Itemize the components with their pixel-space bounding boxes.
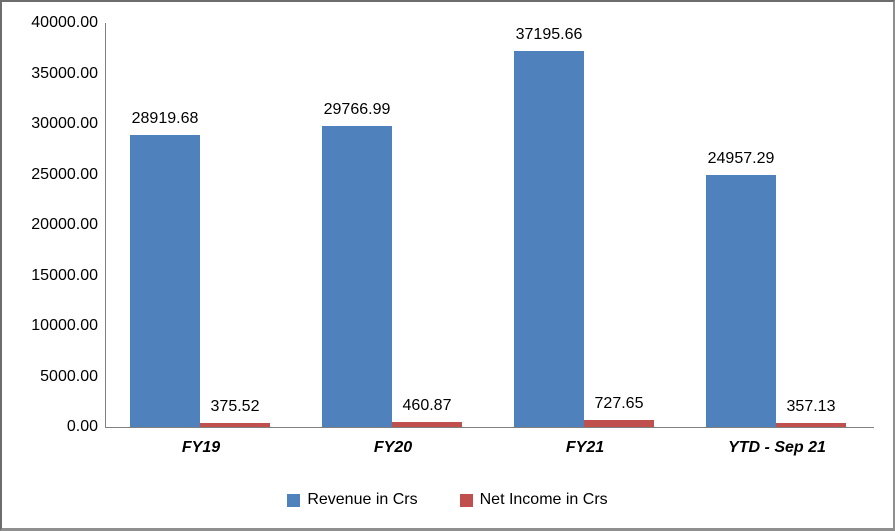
category-slot: 28919.68 375.52 [106,23,298,427]
y-axis-tick-label: 35000.00 [31,64,98,82]
category-slot: 24957.29 357.13 [682,23,874,427]
plot-area: 28919.68 375.52 29766.99 460.87 37195.66 727.… [105,23,874,428]
net-income-bar [200,423,270,427]
revenue-bar [514,51,584,427]
net-income-bar [392,422,462,427]
x-axis-category-label: FY21 [565,439,605,456]
y-axis-tick-label: 0.00 [66,418,98,435]
x-axis-labels: FY19 FY20 FY21 YTD - Sep 21 [105,439,873,457]
legend-label: Net Income in Crs [479,491,608,508]
y-axis-tick-label: 25000.00 [31,165,98,183]
legend: Revenue in Crs Net Income in Crs [2,491,893,509]
data-label: 37195.66 [515,26,583,44]
data-label: 29766.99 [323,101,391,119]
revenue-bar [130,134,200,427]
legend-item: Revenue in Crs [287,491,418,509]
legend-swatch [287,493,301,507]
x-axis-category-label: YTD - Sep 21 [728,439,826,456]
revenue-bar [322,126,392,427]
legend-swatch [459,493,473,507]
y-axis-tick-label: 30000.00 [31,115,98,132]
x-axis-category-label: FY20 [373,439,413,456]
y-axis-labels: 40000.00 35000.00 30000.00 25000.00 20000.00… [2,14,98,435]
legend-item: Net Income in Crs [459,491,608,509]
data-label: 357.13 [786,398,836,416]
y-axis-tick-label: 20000.00 [31,216,98,233]
data-label: 375.52 [210,398,260,416]
net-income-bar [776,423,846,427]
data-label: 24957.29 [707,149,775,167]
data-label: 460.87 [402,397,452,415]
data-label: 727.65 [594,394,644,412]
net-income-bar [584,419,654,427]
legend-label: Revenue in Crs [307,491,418,508]
revenue-bar [706,174,776,427]
category-slot: 37195.66 727.65 [490,23,682,427]
y-axis-tick-label: 15000.00 [31,266,98,284]
y-axis-tick-label: 10000.00 [31,317,98,334]
y-axis-tick-label: 40000.00 [31,14,98,31]
x-axis-category-label: FY19 [181,439,221,456]
data-label: 28919.68 [131,109,199,127]
y-axis-tick-label: 5000.00 [40,367,98,385]
category-slot: 29766.99 460.87 [298,23,490,427]
